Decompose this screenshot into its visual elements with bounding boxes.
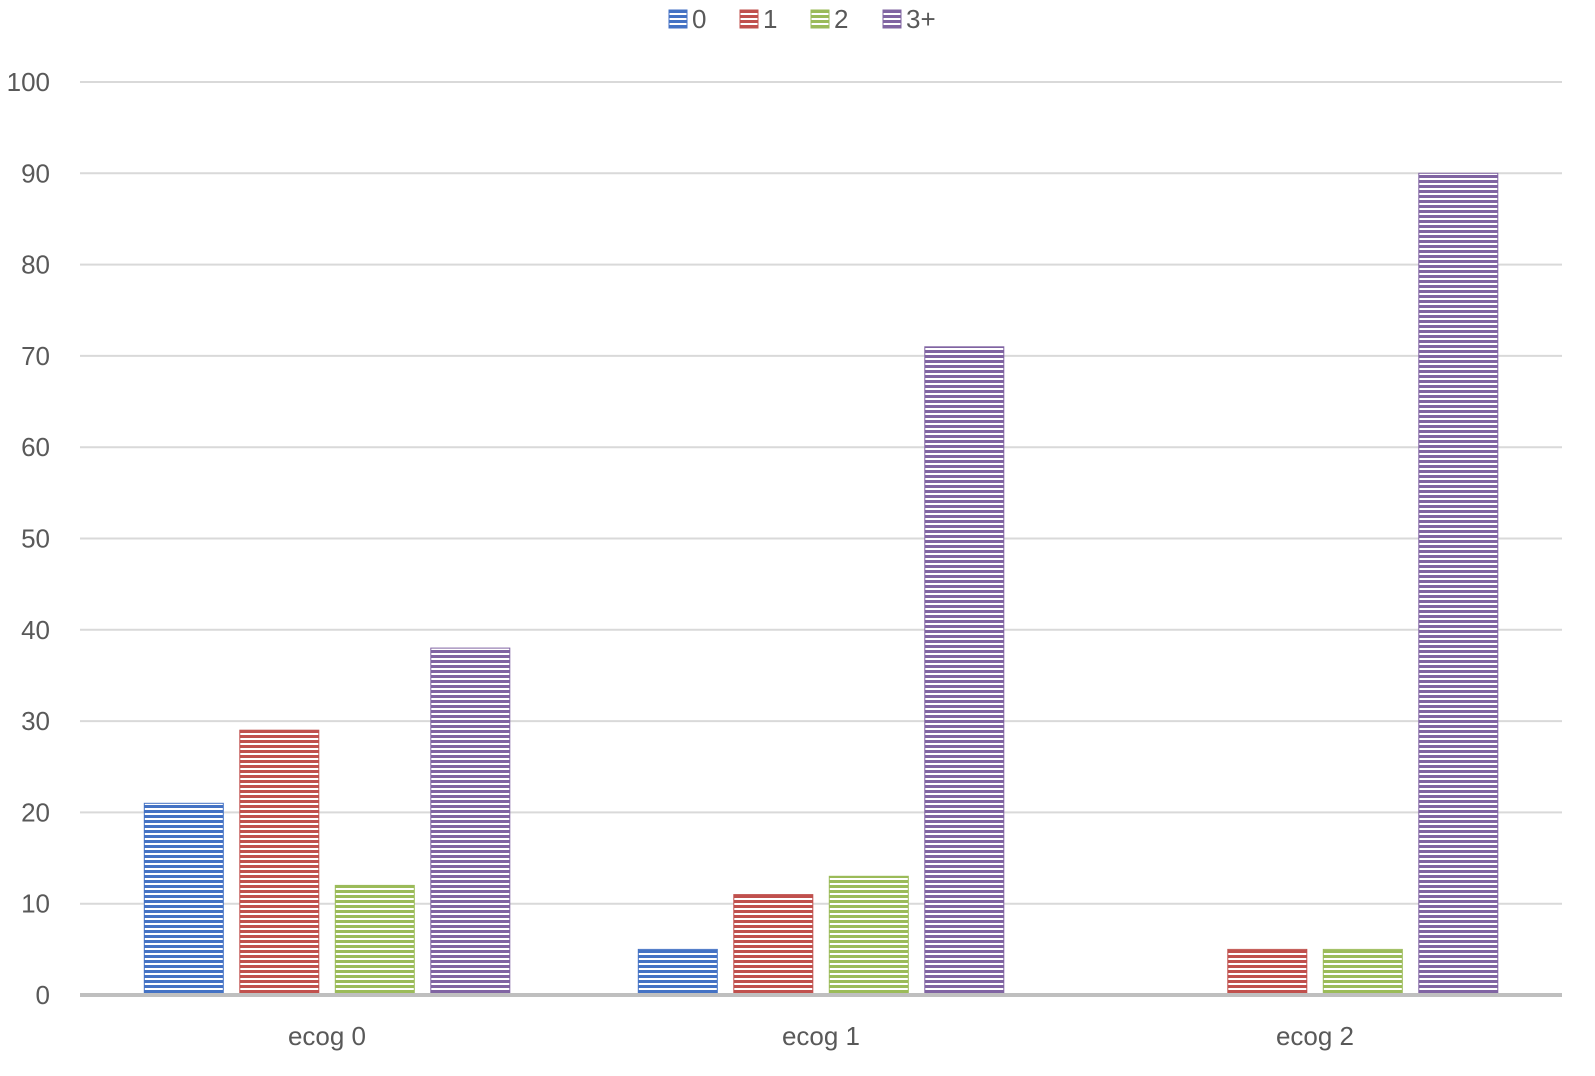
y-axis-ticks: 0 10 20 30 40 50 60 70 80 90 100 xyxy=(7,67,50,1010)
y-tick-label: 20 xyxy=(21,797,50,827)
y-tick-label: 40 xyxy=(21,615,50,645)
legend-swatch xyxy=(810,9,830,29)
legend-label: 1 xyxy=(763,4,777,34)
bar-ecog-1-series-1 xyxy=(733,894,814,994)
legend-item: 0 xyxy=(668,4,706,34)
x-category-label: ecog 1 xyxy=(782,1021,860,1051)
bar-ecog-1-series-3+ xyxy=(924,346,1005,994)
bar-ecog-0-series-2 xyxy=(334,884,415,994)
legend-label: 2 xyxy=(834,4,848,34)
bar-ecog-0-series-0 xyxy=(143,802,224,994)
y-tick-label: 90 xyxy=(21,158,50,188)
y-tick-label: 0 xyxy=(36,980,50,1010)
legend-swatch xyxy=(882,9,902,29)
y-tick-label: 70 xyxy=(21,341,50,371)
x-category-label: ecog 0 xyxy=(288,1021,366,1051)
legend-item: 2 xyxy=(810,4,848,34)
y-tick-label: 10 xyxy=(21,889,50,919)
legend-swatch xyxy=(668,9,688,29)
y-tick-label: 50 xyxy=(21,524,50,554)
bars xyxy=(143,172,1499,994)
bar-ecog-2-series-1 xyxy=(1227,948,1308,994)
y-tick-label: 80 xyxy=(21,250,50,280)
gridlines xyxy=(80,81,1562,905)
y-tick-label: 100 xyxy=(7,67,50,97)
bar-ecog-2-series-2 xyxy=(1322,948,1403,994)
bar-ecog-0-series-3+ xyxy=(430,647,511,994)
bar-ecog-0-series-1 xyxy=(239,729,320,994)
legend-label: 3+ xyxy=(906,4,936,34)
x-category-label: ecog 2 xyxy=(1276,1021,1354,1051)
y-tick-label: 30 xyxy=(21,706,50,736)
legend-item: 3+ xyxy=(882,4,936,34)
legend: 0 1 2 3+ xyxy=(668,4,936,34)
bar-ecog-1-series-2 xyxy=(828,875,909,994)
bar-ecog-2-series-3+ xyxy=(1418,172,1499,994)
legend-item: 1 xyxy=(739,4,777,34)
legend-swatch xyxy=(739,9,759,29)
y-tick-label: 60 xyxy=(21,432,50,462)
legend-label: 0 xyxy=(692,4,706,34)
bar-ecog-1-series-0 xyxy=(637,948,718,994)
x-axis-categories: ecog 0 ecog 1 ecog 2 xyxy=(288,1021,1354,1051)
